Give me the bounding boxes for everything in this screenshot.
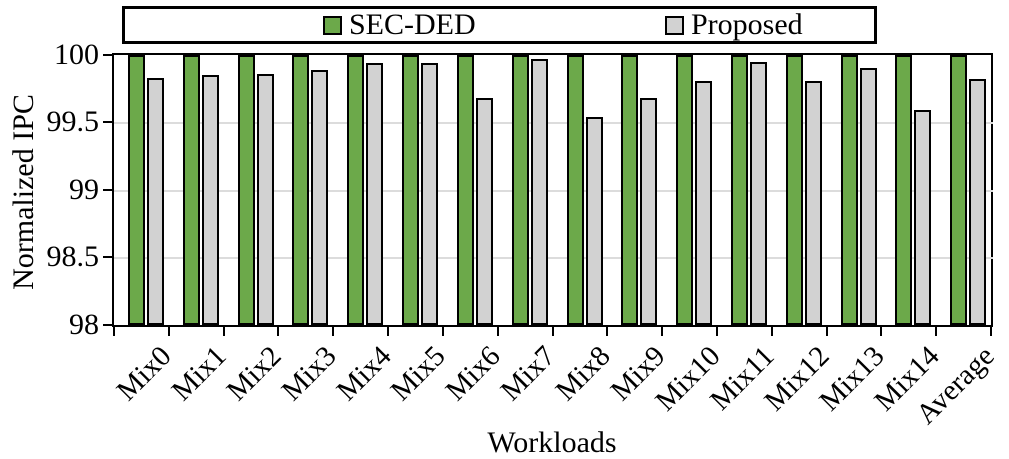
x-tick-mark xyxy=(167,327,170,336)
x-tick-mark xyxy=(113,327,115,336)
y-tick-label: 99 xyxy=(69,173,99,206)
bar-sec-ded-mix10 xyxy=(676,55,694,325)
bar-sec-ded-mix4 xyxy=(347,55,365,325)
x-tick-mark xyxy=(606,327,609,336)
bar-proposed-mix3 xyxy=(311,70,329,325)
x-tick-mark xyxy=(551,327,554,336)
legend-item-sec-ded: SEC-DED xyxy=(323,9,476,41)
bar-sec-ded-mix1 xyxy=(182,55,200,325)
bar-proposed-mix9 xyxy=(640,98,658,325)
x-tick-mark xyxy=(935,327,938,336)
y-tick-label: 99.5 xyxy=(46,105,100,138)
bar-sec-ded-mix2 xyxy=(237,55,255,325)
bar-proposed-mix7 xyxy=(530,59,548,325)
y-tick-mark xyxy=(103,256,112,258)
y-tick-label: 100 xyxy=(54,38,99,71)
bar-sec-ded-mix14 xyxy=(895,55,913,325)
legend-item-proposed: Proposed xyxy=(665,9,803,41)
legend-label-proposed: Proposed xyxy=(691,8,803,41)
bar-sec-ded-mix8 xyxy=(566,55,584,325)
y-tick-mark xyxy=(103,324,112,326)
bar-proposed-mix12 xyxy=(804,81,822,325)
x-tick-mark xyxy=(332,327,335,336)
bar-proposed-mix6 xyxy=(475,98,493,325)
y-tick-mark xyxy=(103,189,112,191)
legend-swatch-sec-ded-icon xyxy=(323,15,342,35)
x-tick-mark xyxy=(770,327,773,336)
bar-proposed-mix10 xyxy=(695,81,713,325)
bar-sec-ded-mix12 xyxy=(785,55,803,325)
bar-sec-ded-mix0 xyxy=(128,55,145,325)
x-tick-mark xyxy=(387,327,390,336)
legend-label-sec-ded: SEC-DED xyxy=(349,8,476,41)
y-tick-label: 98 xyxy=(69,308,99,341)
x-tick-mark xyxy=(661,327,664,336)
x-tick-mark xyxy=(277,327,280,336)
bar-proposed-mix14 xyxy=(914,110,932,325)
bar-sec-ded-mix11 xyxy=(730,55,748,325)
x-tick-mark xyxy=(990,327,992,336)
legend: SEC-DED Proposed xyxy=(122,6,877,44)
bar-proposed-mix5 xyxy=(421,63,439,325)
bar-sec-ded-mix6 xyxy=(456,55,474,325)
bar-sec-ded-mix5 xyxy=(402,55,420,325)
bar-proposed-mix4 xyxy=(366,63,384,325)
x-axis-title: Workloads xyxy=(487,426,617,459)
bar-sec-ded-mix3 xyxy=(292,55,310,325)
bar-sec-ded-mix7 xyxy=(511,55,529,325)
x-tick-mark xyxy=(496,327,499,336)
bar-proposed-mix0 xyxy=(147,78,164,325)
bar-sec-ded-mix13 xyxy=(840,55,858,325)
x-tick-mark xyxy=(715,327,718,336)
y-tick-mark xyxy=(103,121,112,123)
y-tick-label: 98.5 xyxy=(46,240,100,273)
gridline xyxy=(114,122,993,124)
bar-proposed-average xyxy=(969,79,987,325)
x-tick-mark xyxy=(441,327,444,336)
bar-sec-ded-mix9 xyxy=(621,55,639,325)
bar-proposed-mix2 xyxy=(256,74,274,325)
bar-proposed-mix1 xyxy=(201,75,219,325)
gridline xyxy=(114,257,993,259)
gridline xyxy=(114,190,993,192)
legend-swatch-proposed-icon xyxy=(665,15,684,35)
bar-proposed-mix8 xyxy=(585,117,603,325)
bar-proposed-mix11 xyxy=(749,62,767,325)
x-tick-mark xyxy=(825,327,828,336)
bar-proposed-mix13 xyxy=(859,68,877,325)
x-tick-mark xyxy=(880,327,883,336)
x-tick-mark xyxy=(222,327,225,336)
y-tick-mark xyxy=(103,54,112,56)
bar-sec-ded-average xyxy=(950,55,968,325)
